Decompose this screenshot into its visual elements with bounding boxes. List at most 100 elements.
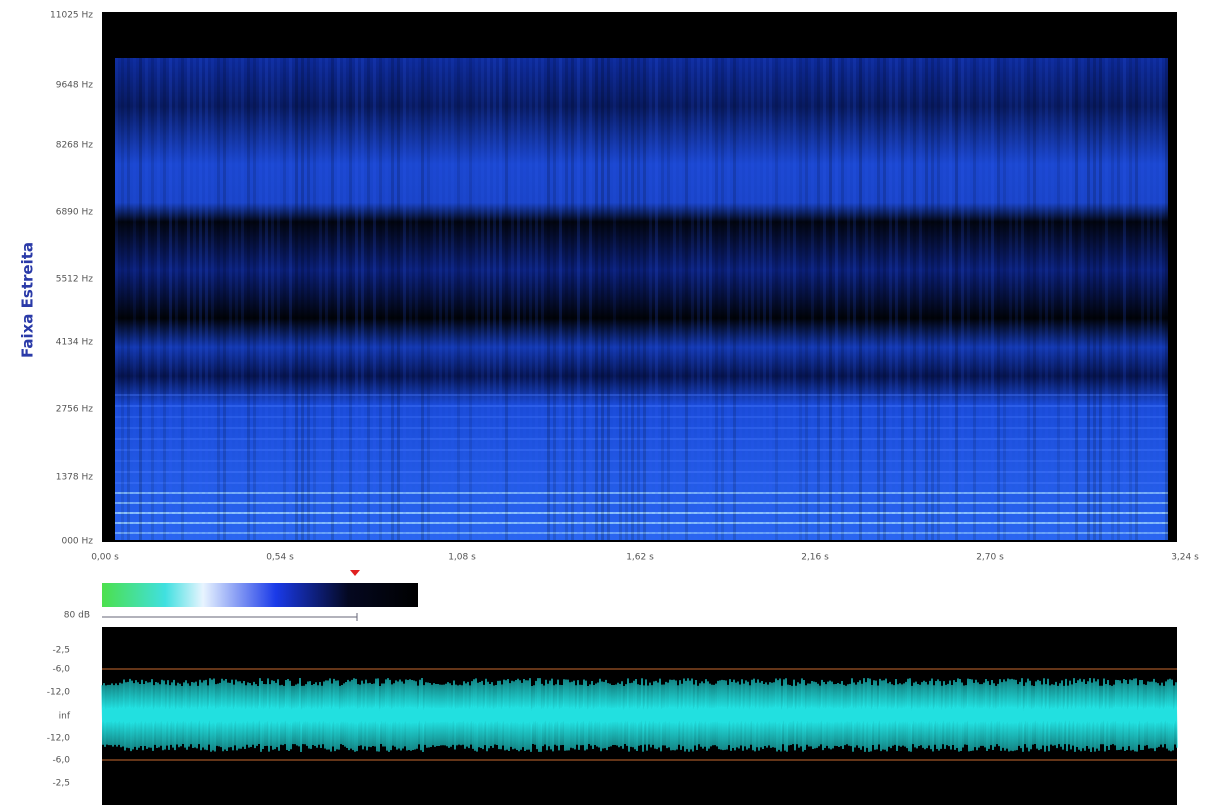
texture — [517, 58, 520, 540]
texture — [601, 58, 604, 540]
texture — [883, 58, 886, 540]
texture — [733, 58, 736, 540]
texture — [259, 58, 262, 540]
texture — [559, 58, 562, 540]
texture — [223, 58, 226, 540]
texture — [199, 58, 202, 540]
waveform — [101, 678, 1178, 752]
texture — [715, 58, 718, 540]
texture — [211, 58, 214, 540]
y-tick-label: 4134 Hz — [56, 338, 94, 348]
texture — [169, 58, 172, 540]
texture — [967, 58, 970, 540]
texture — [1027, 58, 1030, 540]
texture — [1123, 58, 1126, 540]
texture — [763, 58, 766, 540]
texture — [697, 58, 700, 540]
y-tick-label: 000 Hz — [61, 537, 93, 547]
wave-tick-label: inf — [59, 712, 71, 722]
x-tick-label: 2,70 s — [976, 553, 1004, 563]
texture — [253, 58, 256, 540]
y-tick-label: 6890 Hz — [56, 208, 94, 218]
texture — [235, 58, 238, 540]
texture — [823, 58, 826, 540]
texture — [937, 58, 940, 540]
texture — [961, 58, 964, 540]
texture — [217, 58, 220, 540]
wave-tick-label: -12,0 — [47, 734, 71, 744]
texture — [295, 58, 298, 540]
texture — [739, 58, 742, 540]
texture — [1087, 58, 1090, 540]
texture — [115, 58, 118, 540]
texture — [787, 58, 790, 540]
x-tick-label: 1,62 s — [626, 553, 654, 563]
texture — [991, 58, 994, 540]
texture — [997, 58, 1000, 540]
texture — [403, 58, 406, 540]
texture — [121, 58, 124, 540]
texture — [841, 58, 844, 540]
texture — [427, 58, 430, 540]
texture — [241, 58, 244, 540]
texture — [679, 58, 682, 540]
texture — [571, 58, 574, 540]
x-tick-label: 2,16 s — [801, 553, 829, 563]
color-bar-marker[interactable] — [350, 570, 360, 576]
texture — [127, 58, 130, 540]
texture — [1069, 58, 1072, 540]
texture — [1111, 58, 1114, 540]
texture — [799, 58, 802, 540]
texture — [919, 58, 922, 540]
texture — [805, 58, 808, 540]
texture — [583, 58, 586, 540]
y-axis-label: Faixa Estreita — [19, 242, 37, 358]
wave-tick-label: -12,0 — [47, 688, 71, 698]
texture — [415, 58, 418, 540]
color-bar — [102, 583, 418, 607]
texture — [913, 58, 916, 540]
texture — [163, 58, 166, 540]
texture — [301, 58, 304, 540]
texture — [1165, 58, 1168, 540]
wave-tick-label: -2,5 — [52, 646, 70, 656]
texture — [331, 58, 334, 540]
spectrogram-image — [115, 58, 1168, 540]
texture — [439, 58, 442, 540]
texture — [475, 58, 478, 540]
texture — [1063, 58, 1066, 540]
texture — [325, 58, 328, 540]
texture — [685, 58, 688, 540]
texture — [973, 58, 976, 540]
texture — [1033, 58, 1036, 540]
texture — [247, 58, 250, 540]
texture — [721, 58, 724, 540]
texture — [157, 58, 160, 540]
texture — [397, 58, 400, 540]
texture — [1159, 58, 1162, 540]
texture — [703, 58, 706, 540]
texture — [229, 58, 232, 540]
texture — [817, 58, 820, 540]
texture — [853, 58, 856, 540]
texture — [193, 58, 196, 540]
texture — [757, 58, 760, 540]
texture — [187, 58, 190, 540]
y-tick-label: 9648 Hz — [56, 81, 94, 91]
texture — [859, 58, 862, 540]
x-tick-label: 0,54 s — [266, 553, 294, 563]
texture — [505, 58, 508, 540]
texture — [727, 58, 730, 540]
texture — [1135, 58, 1138, 540]
texture — [1075, 58, 1078, 540]
texture — [769, 58, 772, 540]
texture — [541, 58, 544, 540]
texture — [781, 58, 784, 540]
texture — [613, 58, 616, 540]
texture — [139, 58, 142, 540]
y-tick-label: 2756 Hz — [56, 405, 94, 415]
texture — [907, 58, 910, 540]
texture — [655, 58, 658, 540]
wave-tick-label: -6,0 — [52, 756, 70, 766]
